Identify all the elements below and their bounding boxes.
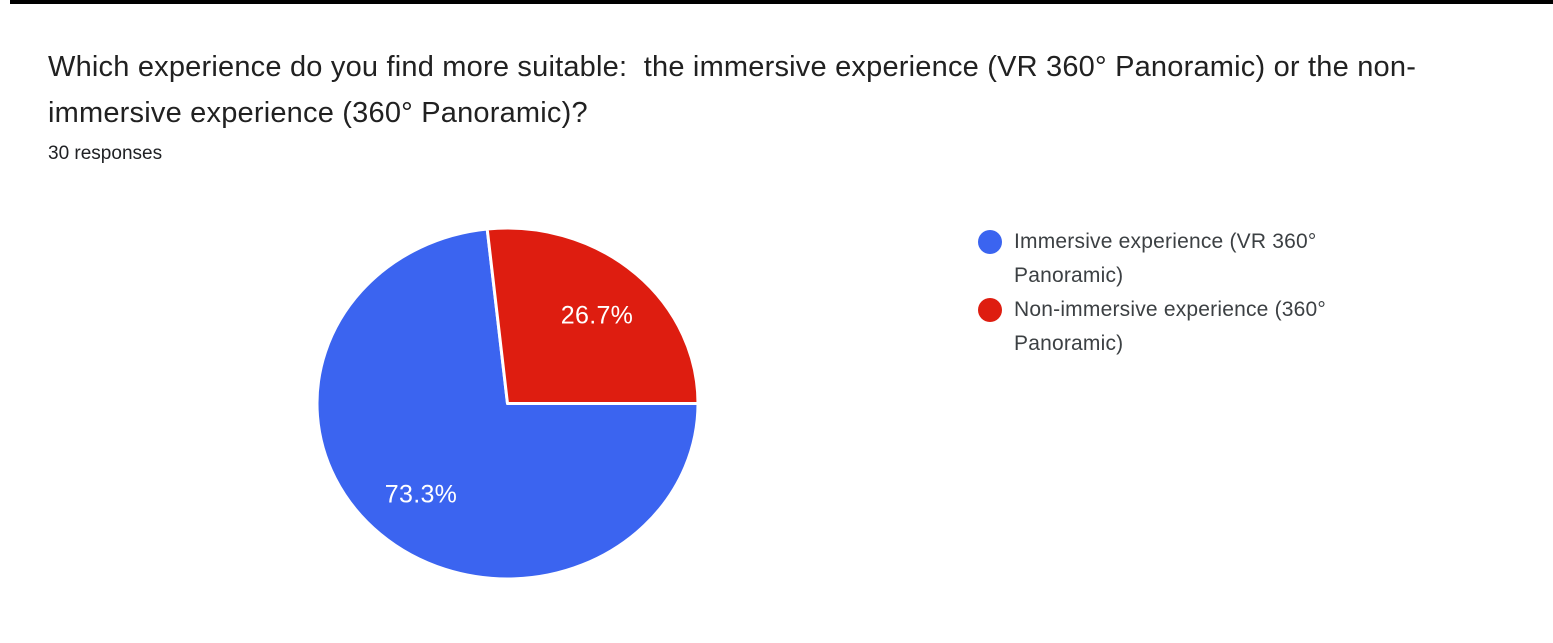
pie-chart: 26.7% 73.3% bbox=[317, 228, 698, 579]
legend-label-non-immersive: Non-immersive experience (360° Panoramic… bbox=[1014, 298, 1327, 355]
legend-dot-immersive-icon bbox=[978, 230, 1002, 254]
question-title: Which experience do you find more suitab… bbox=[48, 51, 1417, 129]
legend-label-immersive: Immersive experience (VR 360° Panoramic) bbox=[1014, 230, 1317, 287]
pie-slice-non-immersive[interactable] bbox=[485, 228, 698, 405]
pie-chart-svg bbox=[317, 228, 698, 579]
legend-item-immersive: Immersive experience (VR 360° Panoramic) bbox=[978, 225, 1354, 293]
responses-count: 30 responses bbox=[48, 143, 163, 164]
legend-item-non-immersive: Non-immersive experience (360° Panoramic… bbox=[978, 293, 1354, 361]
top-border bbox=[10, 0, 1553, 4]
legend-dot-non-immersive-icon bbox=[978, 298, 1002, 322]
chart-legend: Immersive experience (VR 360° Panoramic)… bbox=[978, 225, 1354, 361]
